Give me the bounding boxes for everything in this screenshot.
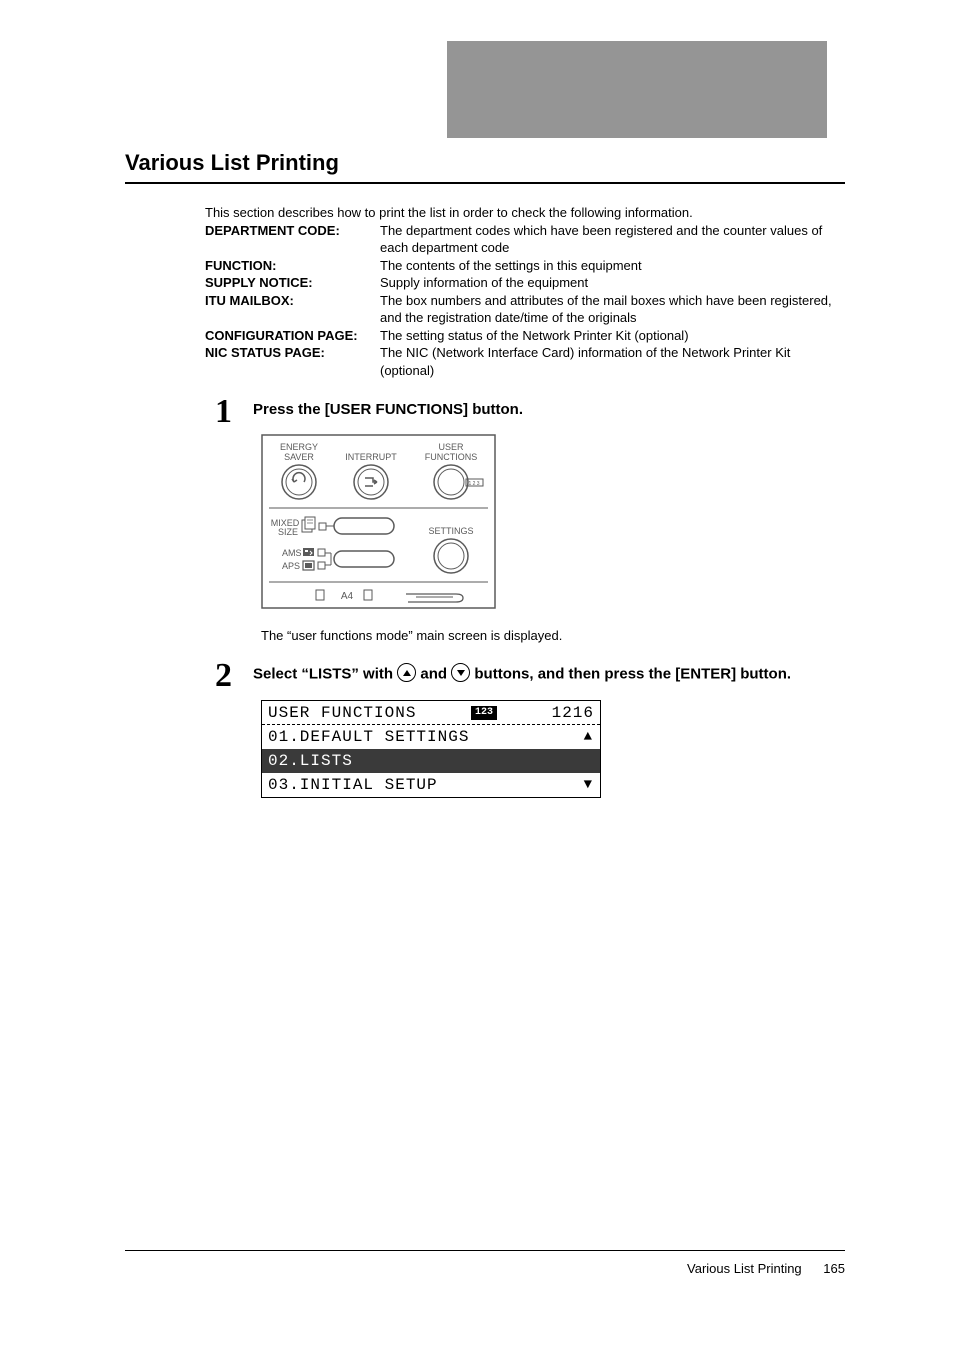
step-title-mid: and <box>416 666 451 683</box>
lcd-header-time: 1216 <box>552 704 594 722</box>
step-title: Press the [USER FUNCTIONS] button. <box>253 401 845 418</box>
definition-row: DEPARTMENT CODE: The department codes wh… <box>205 222 845 257</box>
user-functions-123-label: 1 2 3 <box>468 481 479 487</box>
lcd-row: 03.INITIAL SETUP ▼ <box>262 773 600 797</box>
step-note: The “user functions mode” main screen is… <box>261 628 845 643</box>
lcd-menu-item: 02.LISTS <box>268 752 594 770</box>
footer-text: Various List Printing <box>687 1261 802 1276</box>
definition-row: CONFIGURATION PAGE: The setting status o… <box>205 327 845 345</box>
up-button-icon <box>397 663 416 682</box>
up-arrow-icon: ▲ <box>584 729 592 745</box>
step-number: 2 <box>215 661 245 798</box>
header-gray-block <box>447 41 827 138</box>
lcd-header: USER FUNCTIONS 123 1216 <box>262 701 600 725</box>
lcd-display: USER FUNCTIONS 123 1216 01.DEFAULT SETTI… <box>261 700 601 798</box>
definition-label: NIC STATUS PAGE: <box>205 344 380 379</box>
intro-block: This section describes how to print the … <box>205 204 845 379</box>
definition-value: The setting status of the Network Printe… <box>380 327 845 345</box>
definition-row: FUNCTION: The contents of the settings i… <box>205 257 845 275</box>
definition-value: Supply information of the equipment <box>380 274 845 292</box>
ams-label: AMS <box>282 548 302 558</box>
interrupt-label: INTERRUPT <box>345 452 397 462</box>
definition-value: The contents of the settings in this equ… <box>380 257 845 275</box>
definition-label: FUNCTION: <box>205 257 380 275</box>
down-button-icon <box>451 663 470 682</box>
lcd-row-selected: 02.LISTS <box>262 749 600 773</box>
lcd-menu-item: 03.INITIAL SETUP <box>268 776 584 794</box>
functions-label: FUNCTIONS <box>425 452 478 462</box>
page-footer: Various List Printing 165 <box>125 1250 845 1276</box>
definition-row: NIC STATUS PAGE: The NIC (Network Interf… <box>205 344 845 379</box>
step-body: Select “LISTS” with and buttons, and the… <box>253 661 845 798</box>
step-title-post: buttons, and then press the [ENTER] butt… <box>470 666 791 683</box>
step-number: 1 <box>215 397 245 643</box>
lcd-row: 01.DEFAULT SETTINGS ▲ <box>262 725 600 749</box>
definition-label: DEPARTMENT CODE: <box>205 222 380 257</box>
step-1: 1 Press the [USER FUNCTIONS] button. ENE… <box>215 397 845 643</box>
definition-label: ITU MAILBOX: <box>205 292 380 327</box>
lcd-123-icon: 123 <box>471 706 497 720</box>
step-2: 2 Select “LISTS” with and buttons, and t… <box>215 661 845 798</box>
lcd-menu-item: 01.DEFAULT SETTINGS <box>268 728 584 746</box>
energy-label: ENERGY <box>280 442 318 452</box>
definition-label: SUPPLY NOTICE: <box>205 274 380 292</box>
size-label: SIZE <box>278 527 298 537</box>
definition-label: CONFIGURATION PAGE: <box>205 327 380 345</box>
definition-value: The NIC (Network Interface Card) informa… <box>380 344 845 379</box>
definition-row: ITU MAILBOX: The box numbers and attribu… <box>205 292 845 327</box>
definition-value: The box numbers and attributes of the ma… <box>380 292 845 327</box>
step-title: Select “LISTS” with and buttons, and the… <box>253 665 845 684</box>
a4-label: A4 <box>341 591 354 602</box>
footer-page-number: 165 <box>823 1261 845 1276</box>
definition-value: The department codes which have been reg… <box>380 222 845 257</box>
settings-label: SETTINGS <box>428 526 473 536</box>
saver-label: SAVER <box>284 452 314 462</box>
intro-text: This section describes how to print the … <box>205 204 845 222</box>
down-arrow-icon: ▼ <box>584 777 592 793</box>
definition-row: SUPPLY NOTICE: Supply information of the… <box>205 274 845 292</box>
step-body: Press the [USER FUNCTIONS] button. ENERG… <box>253 397 845 643</box>
step-title-pre: Select “LISTS” with <box>253 666 397 683</box>
page-content: Various List Printing This section descr… <box>125 150 845 798</box>
lcd-header-title: USER FUNCTIONS <box>268 704 416 722</box>
control-panel-illustration: ENERGY SAVER INTERRUPT USER FUNCTIONS <box>261 434 845 614</box>
user-label: USER <box>438 442 464 452</box>
section-title: Various List Printing <box>125 150 845 184</box>
aps-label: APS <box>282 561 300 571</box>
